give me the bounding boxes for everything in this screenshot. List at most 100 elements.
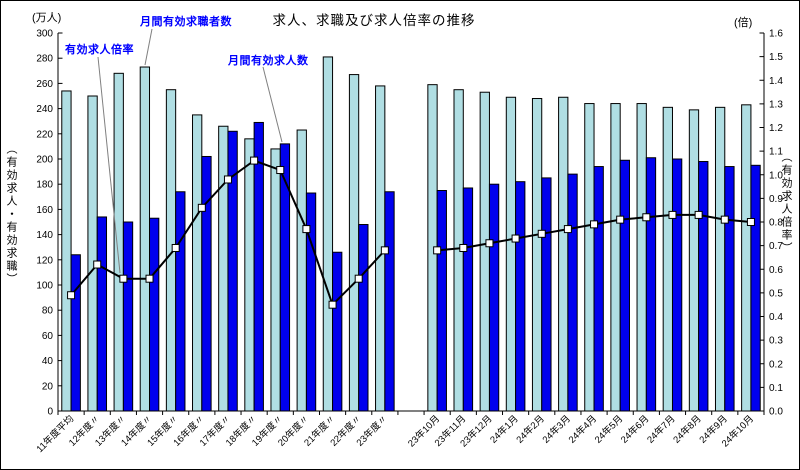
bar-job-openings	[593, 166, 604, 412]
ratio-marker	[511, 234, 520, 243]
bar-job-openings	[201, 155, 212, 412]
x-axis-category-label: 24年4月	[566, 413, 599, 446]
right-axis-tick-label: 1.6	[769, 29, 783, 40]
ratio-marker	[668, 210, 677, 219]
right-axis-tick-label: 0.9	[769, 194, 783, 205]
ratio-marker	[250, 156, 259, 165]
ratio-marker	[590, 220, 599, 229]
bar-job-openings	[384, 191, 395, 412]
bar-job-openings	[227, 130, 238, 412]
bar-job-seekers	[322, 56, 334, 412]
right-axis-tick-label: 1.5	[769, 52, 783, 63]
ratio-marker	[197, 203, 206, 212]
right-axis-tick-label: 1.2	[769, 123, 783, 134]
bar-job-openings	[122, 221, 134, 412]
ratio-annotation-leader-line	[97, 56, 121, 274]
bar-job-seekers	[505, 96, 517, 412]
left-axis-tick-label: 60	[42, 331, 54, 342]
ratio-marker	[746, 218, 755, 226]
x-axis-category-label: 11年度平均	[34, 413, 76, 455]
right-axis-unit-label: (倍)	[734, 15, 752, 29]
bar-job-openings	[358, 224, 369, 412]
bar-job-seekers	[558, 96, 569, 412]
ratio-marker	[459, 243, 468, 252]
bar-job-seekers	[741, 104, 752, 412]
ratio-marker	[276, 166, 285, 175]
bar-job-openings	[567, 173, 578, 412]
x-axis-category-label: 24年2月	[514, 413, 547, 446]
bar-job-seekers	[244, 138, 255, 412]
bar-job-seekers	[192, 114, 203, 412]
right-axis-tick-label: 0.7	[769, 241, 783, 252]
left-axis-tick-label: 260	[36, 79, 53, 90]
ratio-marker	[642, 213, 651, 222]
right-axis-title: （有効求人倍率）	[780, 151, 792, 255]
left-axis-tick-label: 20	[42, 381, 54, 392]
bar-job-openings	[724, 166, 735, 412]
left-axis-tick-label: 280	[36, 54, 53, 65]
right-axis-tick-label: 0.0	[769, 407, 783, 418]
ratio-marker	[354, 274, 363, 283]
bar-job-seekers	[270, 148, 281, 412]
bar-job-openings	[253, 121, 264, 412]
bar-job-seekers	[139, 66, 151, 412]
bar-job-seekers	[610, 103, 621, 412]
bar-job-seekers	[296, 129, 307, 412]
ratio-marker	[380, 246, 389, 255]
bar-job-openings	[305, 192, 317, 412]
bar-job-seekers	[714, 106, 726, 412]
ratio-marker	[67, 291, 76, 300]
ratio-marker	[694, 210, 703, 219]
right-axis-tick-label: 0.6	[769, 265, 783, 276]
bar-job-openings	[698, 161, 709, 412]
left-axis-unit-label: (万人)	[32, 11, 61, 24]
ratio-marker	[537, 229, 546, 238]
bar-job-seekers	[662, 106, 673, 412]
left-axis-title: （有効求人・有効求職）	[5, 143, 17, 286]
ratio-marker	[563, 225, 572, 234]
right-axis-tick-label: 0.1	[769, 383, 783, 394]
left-axis-tick-label: 0	[47, 407, 53, 418]
bar-job-seekers	[348, 74, 360, 412]
openings-series-annotation: 月間有効求人数	[227, 53, 309, 67]
bar-job-seekers	[479, 91, 490, 412]
ratio-marker	[485, 239, 494, 248]
x-axis-category-label: 24年7月	[644, 413, 677, 446]
bar-job-openings	[436, 190, 447, 412]
ratio-marker	[616, 215, 625, 224]
x-axis-category-label: 24年1月	[488, 413, 521, 446]
bar-job-openings	[175, 191, 186, 412]
left-axis-tick-label: 220	[36, 129, 53, 140]
bar-job-seekers	[87, 95, 98, 412]
bar-job-seekers	[61, 90, 72, 412]
bar-job-openings	[279, 143, 291, 412]
chart-title: 求人、求職及び求人倍率の推移	[273, 12, 476, 28]
x-axis-category-label: 24年3月	[540, 413, 573, 446]
bar-job-seekers	[688, 109, 700, 412]
right-axis-tick-label: 0.2	[769, 359, 783, 370]
left-axis-tick-label: 200	[36, 155, 53, 166]
bar-job-openings	[462, 187, 474, 412]
bar-job-openings	[750, 164, 761, 412]
right-axis-tick-label: 0.5	[769, 288, 783, 299]
ratio-marker	[302, 225, 311, 234]
x-axis-category-label: 24年6月	[618, 413, 651, 446]
left-axis-tick-label: 240	[36, 104, 53, 115]
left-axis-tick-label: 160	[36, 205, 53, 216]
left-axis-tick-label: 180	[36, 180, 53, 191]
bar-job-seekers	[636, 103, 647, 412]
ratio-marker	[328, 300, 337, 309]
ratio-marker	[223, 175, 232, 184]
bar-job-openings	[332, 251, 343, 412]
bar-job-openings	[541, 177, 552, 412]
bar-job-openings	[645, 157, 657, 412]
bar-job-openings	[488, 183, 500, 412]
openings-annotation-leader-line	[262, 66, 283, 143]
left-axis-tick-label: 300	[36, 29, 53, 40]
bar-job-seekers	[218, 125, 229, 412]
right-axis-tick-label: 0.8	[769, 218, 783, 229]
right-axis-tick-label: 1.4	[769, 76, 783, 87]
right-axis-tick-label: 0.3	[769, 336, 783, 347]
bar-job-seekers	[584, 103, 595, 412]
